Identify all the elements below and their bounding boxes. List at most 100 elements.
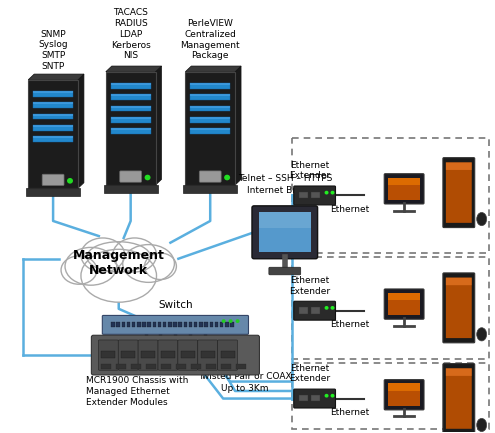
FancyBboxPatch shape bbox=[111, 106, 150, 108]
Bar bbox=[168, 322, 172, 327]
FancyBboxPatch shape bbox=[388, 384, 420, 406]
FancyBboxPatch shape bbox=[446, 162, 472, 170]
FancyBboxPatch shape bbox=[178, 340, 198, 370]
Bar bbox=[116, 364, 126, 369]
Bar bbox=[298, 395, 308, 401]
Text: Ethernet: Ethernet bbox=[330, 205, 369, 214]
FancyBboxPatch shape bbox=[111, 129, 150, 134]
FancyBboxPatch shape bbox=[269, 267, 300, 275]
FancyBboxPatch shape bbox=[111, 83, 150, 89]
Bar bbox=[146, 364, 156, 369]
Bar bbox=[199, 322, 202, 327]
FancyBboxPatch shape bbox=[118, 340, 138, 370]
FancyBboxPatch shape bbox=[111, 94, 150, 96]
Bar bbox=[215, 322, 218, 327]
Bar bbox=[148, 322, 151, 327]
FancyBboxPatch shape bbox=[111, 106, 150, 111]
FancyBboxPatch shape bbox=[190, 83, 230, 89]
Circle shape bbox=[331, 306, 335, 310]
Bar bbox=[311, 307, 320, 313]
FancyBboxPatch shape bbox=[199, 171, 221, 182]
Circle shape bbox=[331, 191, 335, 194]
FancyBboxPatch shape bbox=[33, 91, 73, 97]
FancyBboxPatch shape bbox=[259, 213, 311, 252]
FancyBboxPatch shape bbox=[33, 136, 73, 138]
FancyBboxPatch shape bbox=[33, 114, 73, 120]
FancyBboxPatch shape bbox=[33, 125, 73, 127]
Bar bbox=[161, 351, 175, 358]
FancyBboxPatch shape bbox=[384, 380, 424, 410]
Bar bbox=[292, 363, 489, 429]
Text: TACACS
RADIUS
LDAP
Kerberos
NIS: TACACS RADIUS LDAP Kerberos NIS bbox=[111, 8, 150, 60]
Bar bbox=[236, 364, 246, 369]
Text: Twisted Pair or COAX
Up to 3Km: Twisted Pair or COAX Up to 3Km bbox=[198, 372, 292, 393]
Text: Switch: Switch bbox=[158, 300, 193, 310]
Bar bbox=[201, 351, 215, 358]
Bar bbox=[131, 364, 141, 369]
Bar bbox=[225, 322, 229, 327]
Bar bbox=[181, 351, 195, 358]
Circle shape bbox=[236, 319, 240, 323]
Bar bbox=[206, 364, 216, 369]
FancyBboxPatch shape bbox=[294, 301, 336, 320]
FancyBboxPatch shape bbox=[388, 293, 420, 315]
Polygon shape bbox=[235, 66, 241, 185]
FancyBboxPatch shape bbox=[120, 171, 142, 182]
Circle shape bbox=[331, 394, 335, 397]
FancyBboxPatch shape bbox=[158, 340, 178, 370]
FancyBboxPatch shape bbox=[218, 340, 238, 370]
Bar bbox=[298, 307, 308, 313]
Circle shape bbox=[325, 191, 329, 194]
FancyBboxPatch shape bbox=[111, 94, 150, 100]
FancyBboxPatch shape bbox=[443, 364, 475, 433]
FancyBboxPatch shape bbox=[33, 125, 73, 131]
FancyBboxPatch shape bbox=[443, 158, 475, 228]
Text: Management
Network: Management Network bbox=[73, 249, 165, 278]
FancyBboxPatch shape bbox=[190, 129, 230, 130]
FancyBboxPatch shape bbox=[111, 129, 150, 130]
Ellipse shape bbox=[87, 242, 150, 272]
Circle shape bbox=[325, 394, 329, 397]
Bar bbox=[184, 322, 187, 327]
FancyBboxPatch shape bbox=[446, 162, 472, 223]
Bar bbox=[101, 351, 115, 358]
Bar bbox=[230, 322, 234, 327]
Bar bbox=[122, 322, 125, 327]
FancyBboxPatch shape bbox=[388, 178, 420, 200]
FancyBboxPatch shape bbox=[252, 206, 318, 259]
Circle shape bbox=[145, 174, 150, 180]
Bar bbox=[137, 322, 141, 327]
Bar bbox=[173, 322, 177, 327]
Circle shape bbox=[229, 319, 233, 323]
Bar bbox=[142, 322, 146, 327]
Ellipse shape bbox=[65, 247, 117, 285]
FancyBboxPatch shape bbox=[388, 384, 420, 391]
Bar bbox=[191, 364, 201, 369]
Bar bbox=[116, 322, 120, 327]
FancyBboxPatch shape bbox=[294, 389, 336, 408]
Text: PerleVIEW
Centralized
Management
Package: PerleVIEW Centralized Management Package bbox=[180, 19, 240, 60]
Bar bbox=[292, 138, 489, 253]
Bar bbox=[179, 322, 182, 327]
FancyBboxPatch shape bbox=[111, 83, 150, 85]
FancyBboxPatch shape bbox=[384, 289, 424, 319]
FancyBboxPatch shape bbox=[190, 94, 230, 100]
Bar bbox=[101, 364, 111, 369]
Bar bbox=[176, 364, 186, 369]
Ellipse shape bbox=[123, 245, 174, 282]
FancyBboxPatch shape bbox=[111, 117, 150, 119]
Bar bbox=[204, 322, 208, 327]
Ellipse shape bbox=[477, 418, 487, 432]
FancyBboxPatch shape bbox=[446, 368, 472, 376]
Text: SNMP
Syslog
SMTP
SNTP: SNMP Syslog SMTP SNTP bbox=[38, 29, 68, 71]
Bar bbox=[132, 322, 136, 327]
Circle shape bbox=[224, 174, 230, 180]
Ellipse shape bbox=[145, 253, 176, 280]
Ellipse shape bbox=[61, 256, 97, 284]
Ellipse shape bbox=[477, 328, 487, 341]
FancyBboxPatch shape bbox=[26, 188, 80, 196]
Bar bbox=[121, 351, 135, 358]
Polygon shape bbox=[28, 74, 84, 80]
Bar bbox=[189, 322, 193, 327]
Bar bbox=[158, 322, 161, 327]
